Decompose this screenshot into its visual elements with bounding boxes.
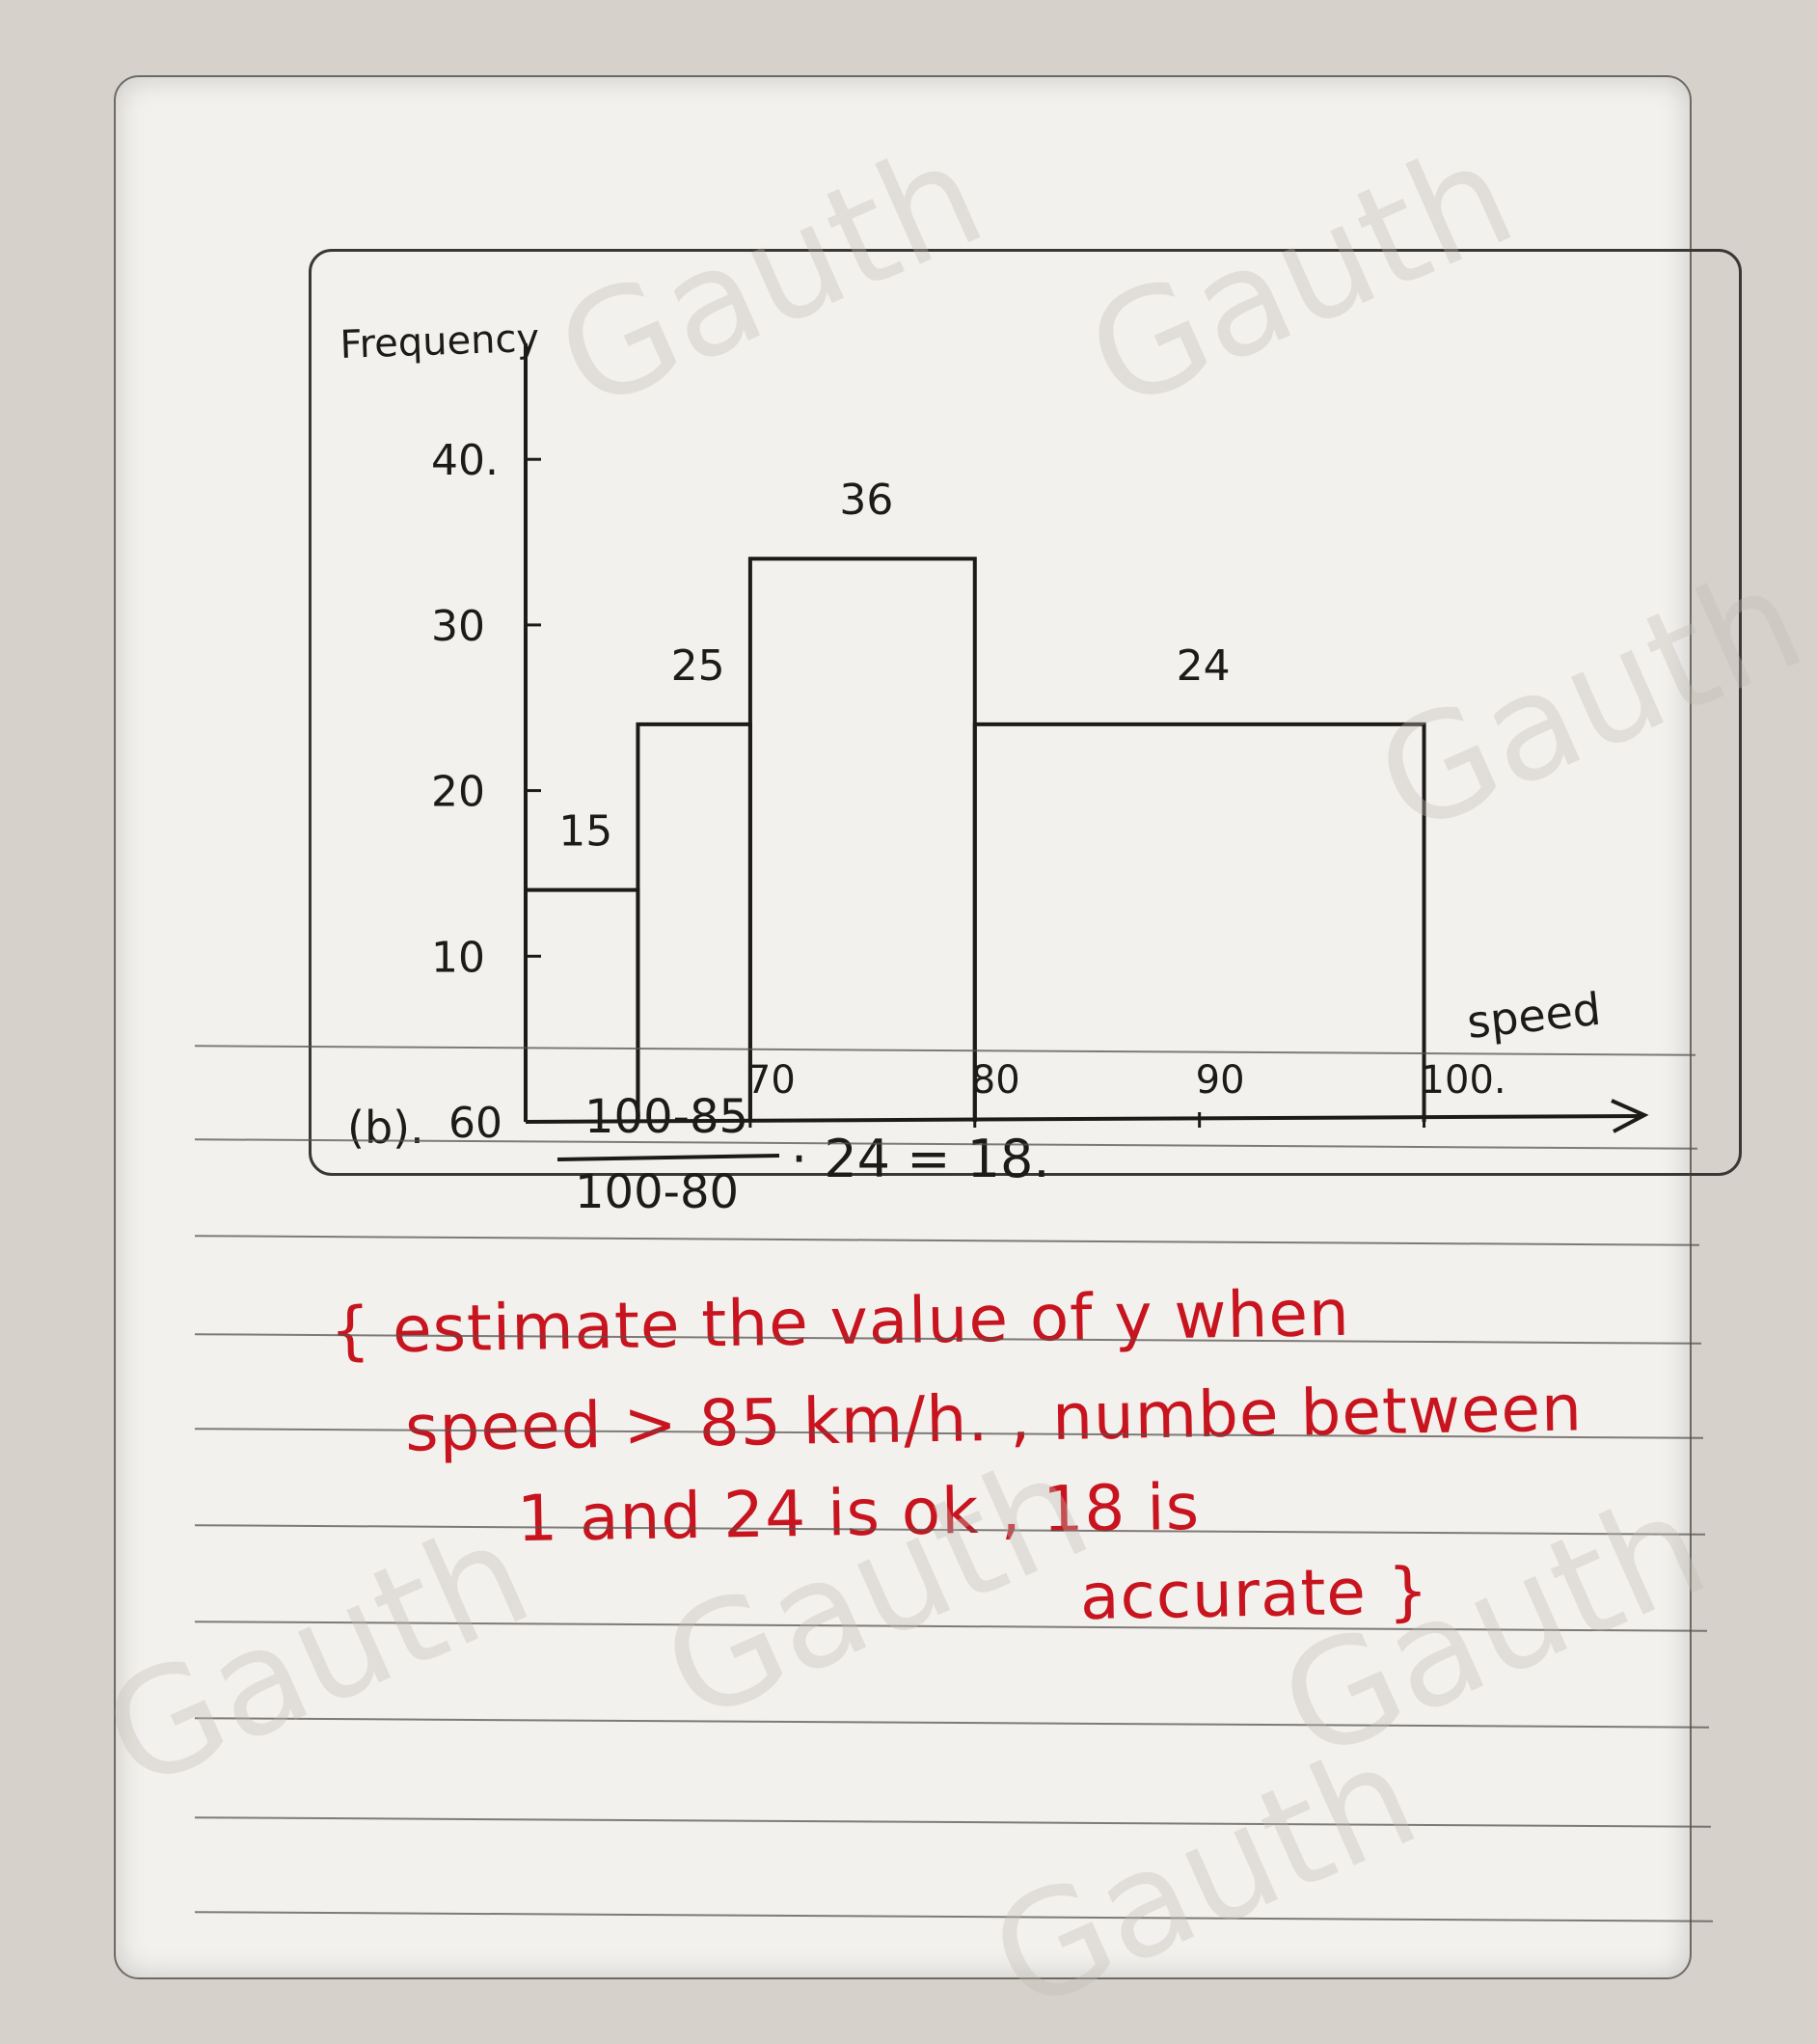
y-tick-label: 40. <box>431 436 499 485</box>
y-axis-label: Frequency <box>339 316 540 368</box>
note-line-1: { estimate the value of y when <box>329 1275 1351 1369</box>
ruled-line <box>195 1911 1713 1922</box>
histogram-bar <box>636 722 752 1122</box>
y-tick-label: 20 <box>431 768 485 817</box>
histogram-panel: Frequency speed 40. 30 20 10 60 15 25 36 24 70 80 90 1… <box>309 249 1742 1176</box>
histogram-bar <box>747 557 977 1122</box>
bar-frequency-label: 25 <box>671 641 725 691</box>
working-result: · 24 = 18. <box>791 1129 1050 1189</box>
histogram-bar <box>524 887 640 1122</box>
x-axis <box>525 1114 1643 1124</box>
ruled-line <box>195 1235 1699 1246</box>
watermark-text: Gauth <box>81 1489 553 1823</box>
fraction-denominator: 100-80 <box>575 1165 740 1219</box>
x-axis-label: speed <box>1465 983 1604 1049</box>
x-tick-label: 90 <box>1196 1058 1245 1103</box>
ruled-line <box>195 1816 1711 1828</box>
bar-frequency-label: 15 <box>558 807 612 857</box>
histogram-bar <box>972 722 1426 1122</box>
x-tick-label: 100. <box>1421 1058 1506 1103</box>
y-tick-label: 30 <box>431 602 485 651</box>
note-line-2: speed > 85 km/h. , numbe between <box>404 1371 1584 1466</box>
x-tick-label: 70 <box>746 1058 796 1103</box>
watermark-text: Gauth <box>968 1711 1440 2044</box>
fraction-numerator: 100-85 <box>584 1090 749 1144</box>
bar-frequency-label: 24 <box>1177 641 1231 691</box>
working-part-label: (b). <box>347 1102 424 1154</box>
ruled-line <box>195 1621 1707 1632</box>
x-tick-label: 80 <box>971 1058 1020 1103</box>
bar-frequency-label: 36 <box>839 476 893 525</box>
notebook-paper: Frequency speed 40. 30 20 10 60 15 25 36 24 70 80 90 1… <box>81 75 1817 2044</box>
ruled-line <box>195 1717 1709 1729</box>
x-axis-arrowhead <box>1611 1099 1649 1133</box>
note-line-3: 1 and 24 is ok , 18 is <box>516 1469 1201 1557</box>
y-tick-label: 10 <box>431 933 485 982</box>
note-line-4: accurate } <box>1079 1553 1430 1635</box>
